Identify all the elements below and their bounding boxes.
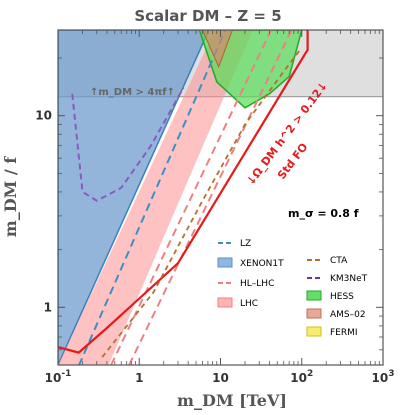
legend-swatch-fermi — [306, 326, 322, 337]
x-tick-label: 102 — [290, 369, 313, 385]
x-tick-label: 10 — [212, 371, 229, 385]
series-hl-lhc-line — [128, 30, 293, 365]
series-xenon1t-region — [58, 30, 210, 365]
y-tick-label: 10 — [35, 109, 52, 123]
legend-swatch-ams-02 — [306, 308, 322, 319]
series-relic-line — [58, 30, 309, 354]
series-ams-02-region — [201, 30, 233, 69]
legend-label-ams-02: AMS–02 — [330, 310, 366, 320]
y-tick-label: 1 — [44, 300, 52, 314]
legend-label-km3net: KM3NeT — [330, 274, 368, 284]
legend: LZ XENON1T HL–LHC LHC CTA KM3NeT HESS AM… — [217, 239, 368, 338]
legend-swatch-xenon1t — [217, 257, 233, 268]
x-tick-label: 10-1 — [45, 369, 72, 385]
msigma-label: m_σ = 0.8 f — [288, 207, 359, 220]
x-tick-label: 103 — [372, 369, 395, 385]
axis-ticks: 10-1 1 10 102 103 1 10 — [35, 30, 394, 385]
legend-label-hess: HESS — [330, 292, 354, 302]
x-axis-label: m_DM [TeV] — [177, 391, 287, 410]
legend-swatch-hess — [306, 290, 322, 301]
legend-label-fermi: FERMI — [330, 328, 358, 338]
series-lz-line — [78, 30, 227, 365]
legend-label-hl-lhc: HL–LHC — [240, 279, 274, 289]
legend-label-cta: CTA — [330, 256, 348, 266]
plot-area — [58, 30, 383, 365]
series-cta-line — [101, 49, 301, 358]
y-axis-label: m_DM / f — [1, 156, 20, 238]
legend-label-lhc: LHC — [240, 299, 258, 309]
perturbativity-label: ↑m_DM > 4πf↑ — [90, 87, 175, 98]
x-tick-label: 1 — [135, 371, 143, 385]
series-lhc-region — [58, 30, 253, 365]
legend-swatch-lhc — [217, 297, 233, 308]
legend-label-lz: LZ — [240, 239, 251, 249]
series-hl-lhc-line — [110, 30, 273, 365]
chart-title: Scalar DM – Z = 5 — [134, 7, 281, 25]
series-km3net-line — [71, 87, 185, 202]
legend-label-xenon1t: XENON1T — [240, 259, 284, 269]
